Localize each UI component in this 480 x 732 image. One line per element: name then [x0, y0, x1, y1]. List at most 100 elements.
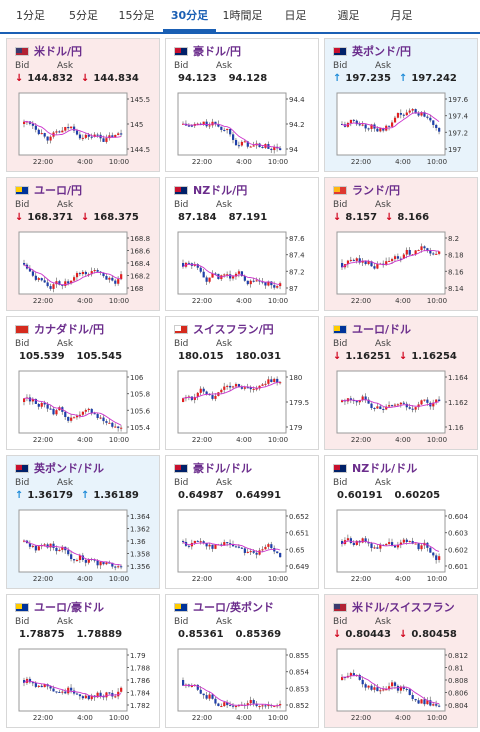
currency-pair-link[interactable]: 英ポンド/ドル: [34, 462, 105, 475]
y-tick-label: 180: [289, 374, 302, 382]
candle-body: [208, 544, 211, 547]
rate-card[interactable]: ユーロ/英ポンド Bid Ask 0.85361 0.85369 0.855 0.854 0.…: [165, 594, 319, 728]
bid-label: Bid: [174, 200, 189, 210]
candle-body: [391, 405, 394, 407]
currency-pair-link[interactable]: スイスフラン/円: [193, 323, 274, 336]
rate-card[interactable]: 豪ドル/円 Bid Ask 94.123 94.128 94.4 94.2 94 22:00 4:…: [165, 38, 319, 172]
y-tick-label: 0.853: [289, 685, 309, 693]
chart-area[interactable]: 87.6 87.4 87.2 87 22:00 4:00 10:00: [174, 230, 312, 310]
price-chart: 0.604 0.603 0.602 0.601 22:00 4:00 10:00: [336, 509, 469, 583]
currency-pair-link[interactable]: ユーロ/円: [34, 184, 83, 197]
candle-body: [217, 703, 220, 707]
tab-1[interactable]: 5分足: [69, 9, 98, 22]
currency-pair-link[interactable]: NZドル/円: [193, 184, 248, 197]
chart-area[interactable]: 197.6 197.4 197.2 197 22:00 4:00 10:00: [333, 91, 471, 171]
chart-area[interactable]: 0.652 0.651 0.65 0.649 22:00 4:00 10:00: [174, 508, 312, 588]
tab-7[interactable]: 月足: [390, 9, 413, 22]
chart-area[interactable]: 145.5 145 144.5 22:00 4:00 10:00: [15, 91, 153, 171]
candle-body: [61, 130, 64, 133]
card-header: ユーロ/ドル: [333, 321, 411, 337]
y-tick-label: 105.6: [130, 407, 151, 415]
x-tick-label: 4:00: [236, 714, 252, 722]
tab-4[interactable]: 1時間足: [222, 9, 263, 22]
candle-body: [114, 426, 117, 428]
tab-0[interactable]: 1分足: [16, 9, 45, 22]
ask-label: Ask: [216, 478, 233, 488]
chart-area[interactable]: 0.604 0.603 0.602 0.601 22:00 4:00 10:00: [333, 508, 471, 588]
candle-body: [211, 273, 214, 278]
rate-card[interactable]: カナダドル/円 Bid Ask 105.539 105.545 106 105.8 105.6…: [6, 316, 160, 450]
candle-body: [52, 284, 55, 289]
tab-6[interactable]: 週足: [337, 9, 360, 22]
candle-body: [96, 692, 99, 698]
rate-card[interactable]: 米ドル/円 Bid Ask ↓ 144.832 ↓ 144.834 145.5 145 144.5…: [6, 38, 160, 172]
ask-label: Ask: [57, 617, 74, 627]
tab-2[interactable]: 15分足: [118, 9, 155, 22]
ask-value: 8.166: [397, 212, 430, 223]
rate-card[interactable]: ランド/円 Bid Ask ↓ 8.157 ↓ 8.166 8.2 8.18 8.16 8.14 22…: [324, 177, 478, 311]
currency-pair-link[interactable]: NZドル/ドル: [352, 462, 418, 475]
price-direction-icon: ↓: [398, 351, 408, 362]
flag-icon: [174, 46, 188, 56]
currency-pair-link[interactable]: ランド/円: [352, 184, 401, 197]
currency-pair-link[interactable]: ユーロ/豪ドル: [34, 601, 105, 614]
bid-ask-values: 94.123 94.128: [174, 73, 275, 84]
currency-pair-link[interactable]: 豪ドル/ドル: [193, 462, 253, 475]
candle-body: [84, 134, 87, 138]
currency-pair-link[interactable]: 米ドル/円: [34, 45, 83, 58]
rate-card[interactable]: スイスフラン/円 Bid Ask 180.015 180.031 180 179.5 179 2…: [165, 316, 319, 450]
bid-ask-labels: Bid Ask: [174, 200, 258, 210]
candle-body: [114, 280, 117, 284]
rate-card[interactable]: 英ポンド/円 Bid Ask ↑ 197.235 ↑ 197.242 197.6 197.4 19…: [324, 38, 478, 172]
candle-body: [182, 398, 185, 402]
rate-card[interactable]: NZドル/ドル Bid Ask 0.60191 0.60205 0.604 0.603 0.6…: [324, 455, 478, 589]
moving-average-line: [182, 684, 281, 707]
rate-card[interactable]: 米ドル/スイスフラン Bid Ask ↓ 0.80443 ↓ 0.80458 0.812 0.8…: [324, 594, 478, 728]
candle-body: [432, 253, 435, 255]
candle-body: [438, 251, 441, 254]
bid-ask-values: 0.60191 0.60205: [333, 490, 448, 501]
rate-card[interactable]: NZドル/円 Bid Ask 87.184 87.191 87.6 87.4 87.2 87 22…: [165, 177, 319, 311]
chart-area[interactable]: 0.812 0.81 0.808 0.806 0.804 22:00 4:00 10:00: [333, 647, 471, 727]
tab-3[interactable]: 30分足: [163, 0, 216, 32]
candle-body: [396, 545, 400, 548]
bid-ask-values: 180.015 180.031: [174, 351, 289, 362]
x-tick-label: 10:00: [427, 158, 447, 166]
chart-area[interactable]: 1.364 1.362 1.36 1.358 1.356 22:00 4:00 10:00: [15, 508, 153, 588]
chart-area[interactable]: 0.855 0.854 0.853 0.852 22:00 4:00 10:00: [174, 647, 312, 727]
currency-pair-link[interactable]: ユーロ/英ポンド: [193, 601, 275, 614]
candle-body: [196, 392, 199, 397]
chart-area[interactable]: 1.79 1.788 1.786 1.784 1.782 22:00 4:00 10:00: [15, 647, 153, 727]
candle-body: [364, 124, 367, 129]
card-header: NZドル/ドル: [333, 460, 417, 476]
chart-area[interactable]: 8.2 8.18 8.16 8.14 22:00 4:00 10:00: [333, 230, 471, 310]
candle-body: [414, 250, 417, 255]
rate-card[interactable]: ユーロ/豪ドル Bid Ask 1.78875 1.78889 1.79 1.788 1.78…: [6, 594, 160, 728]
candle-body: [393, 545, 397, 548]
chart-area[interactable]: 180 179.5 179 22:00 4:00 10:00: [174, 369, 312, 449]
rate-card[interactable]: ユーロ/ドル Bid Ask ↓ 1.16251 ↓ 1.16254 1.164 1.162 1.…: [324, 316, 478, 450]
chart-area[interactable]: 94.4 94.2 94 22:00 4:00 10:00: [174, 91, 312, 171]
card-header: ユーロ/円: [15, 182, 82, 198]
currency-pair-link[interactable]: 米ドル/スイスフラン: [352, 601, 455, 614]
candle-body: [370, 543, 373, 549]
candle-body: [87, 408, 90, 411]
y-tick-label: 197.4: [448, 113, 469, 121]
tab-5[interactable]: 日足: [284, 9, 307, 22]
card-header: 豪ドル/円: [174, 43, 241, 59]
candle-body: [37, 403, 40, 407]
rate-card[interactable]: 豪ドル/ドル Bid Ask 0.64987 0.64991 0.652 0.651 0.65…: [165, 455, 319, 589]
chart-area[interactable]: 1.164 1.162 1.16 22:00 4:00 10:00: [333, 369, 471, 449]
candle-body: [429, 250, 432, 254]
rate-card[interactable]: ユーロ/円 Bid Ask ↓ 168.371 ↓ 168.375 168.8 168.6 168…: [6, 177, 160, 311]
candle-body: [420, 112, 423, 116]
candle-body: [273, 706, 276, 708]
currency-pair-link[interactable]: 豪ドル/円: [193, 45, 242, 58]
chart-area[interactable]: 168.8 168.6 168.4 168.2 168 22:00 4:00 10:00: [15, 230, 153, 310]
currency-pair-link[interactable]: ユーロ/ドル: [352, 323, 412, 336]
chart-area[interactable]: 106 105.8 105.6 105.4 22:00 4:00 10:00: [15, 369, 153, 449]
currency-pair-link[interactable]: 英ポンド/円: [352, 45, 412, 58]
rate-card[interactable]: 英ポンド/ドル Bid Ask ↑ 1.36179 ↑ 1.36189 1.364 1.362 1…: [6, 455, 160, 589]
ask-value: 94.128: [228, 73, 268, 84]
currency-pair-link[interactable]: カナダドル/円: [34, 323, 105, 336]
